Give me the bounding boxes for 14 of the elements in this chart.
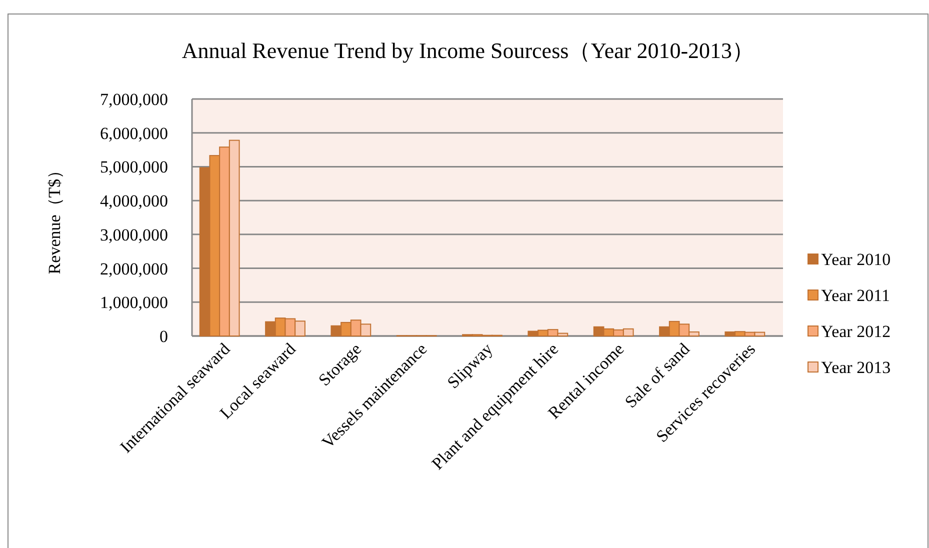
legend-label: Year 2013 [821, 358, 891, 377]
y-tick-label: 1,000,000 [100, 293, 168, 312]
y-tick-label: 2,000,000 [100, 259, 168, 278]
y-tick-label: 0 [160, 327, 168, 346]
y-tick-label: 7,000,000 [100, 90, 168, 109]
y-axis-title: Revenue（T$） [45, 162, 64, 274]
y-tick-label: 5,000,000 [100, 158, 168, 177]
legend-label: Year 2012 [821, 322, 891, 341]
y-tick-label: 6,000,000 [100, 124, 168, 143]
y-tick-label: 4,000,000 [100, 192, 168, 211]
y-tick-label: 3,000,000 [100, 225, 168, 244]
chart-title: Annual Revenue Trend by Income Sourcess（Year 2010-2013） [182, 38, 754, 63]
legend-label: Year 2010 [821, 250, 891, 269]
legend-label: Year 2011 [821, 286, 890, 305]
